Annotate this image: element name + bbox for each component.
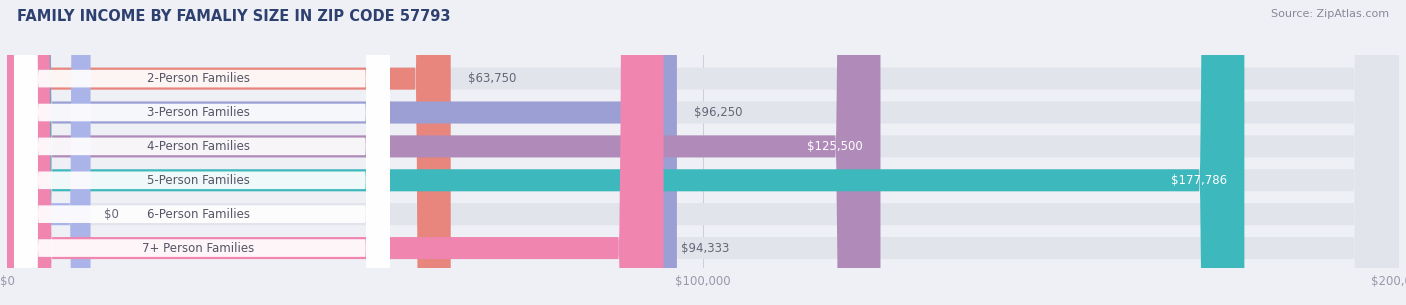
FancyBboxPatch shape [7,0,1399,305]
FancyBboxPatch shape [7,0,676,305]
Text: 6-Person Families: 6-Person Families [146,208,250,221]
Text: 4-Person Families: 4-Person Families [146,140,250,153]
Text: $125,500: $125,500 [807,140,863,153]
FancyBboxPatch shape [7,0,664,305]
Text: FAMILY INCOME BY FAMALIY SIZE IN ZIP CODE 57793: FAMILY INCOME BY FAMALIY SIZE IN ZIP COD… [17,9,450,24]
FancyBboxPatch shape [7,0,90,305]
FancyBboxPatch shape [7,0,1399,305]
Text: 3-Person Families: 3-Person Families [148,106,250,119]
Text: $94,333: $94,333 [681,242,730,255]
FancyBboxPatch shape [7,0,1399,305]
Text: 2-Person Families: 2-Person Families [146,72,250,85]
Text: $63,750: $63,750 [468,72,516,85]
FancyBboxPatch shape [14,0,389,305]
Text: $0: $0 [104,208,120,221]
FancyBboxPatch shape [7,0,1244,305]
FancyBboxPatch shape [14,0,389,305]
FancyBboxPatch shape [14,0,389,305]
FancyBboxPatch shape [7,0,880,305]
FancyBboxPatch shape [14,0,389,305]
FancyBboxPatch shape [14,0,389,305]
FancyBboxPatch shape [7,0,1399,305]
FancyBboxPatch shape [7,0,1399,305]
Text: 7+ Person Families: 7+ Person Families [142,242,254,255]
Text: 5-Person Families: 5-Person Families [148,174,250,187]
FancyBboxPatch shape [14,0,389,305]
Text: Source: ZipAtlas.com: Source: ZipAtlas.com [1271,9,1389,19]
Text: $177,786: $177,786 [1171,174,1227,187]
FancyBboxPatch shape [7,0,451,305]
FancyBboxPatch shape [7,0,1399,305]
Text: $96,250: $96,250 [695,106,742,119]
